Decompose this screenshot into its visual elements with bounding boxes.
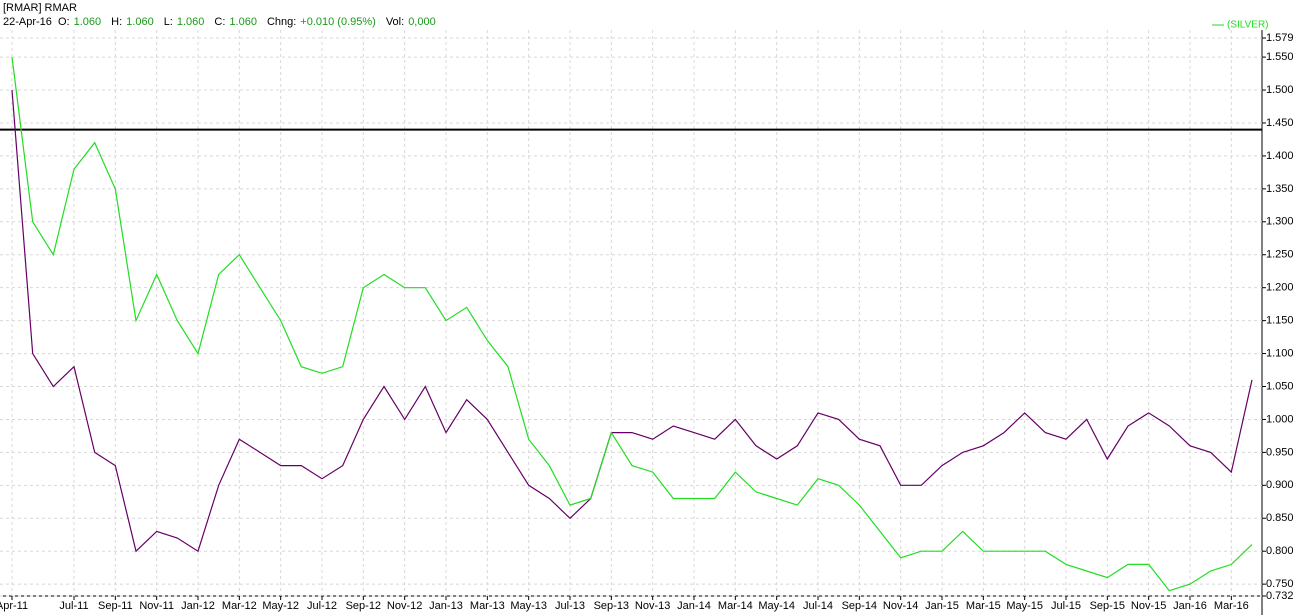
y-tick-label: 0.750: [1266, 578, 1294, 590]
y-tick-label: 0.950: [1266, 446, 1294, 458]
x-tick-label: Jan-14: [677, 600, 711, 612]
y-tick-label: 0.850: [1266, 512, 1294, 524]
x-tick-label: Nov-15: [1131, 600, 1166, 612]
header-key: Vol:: [386, 16, 404, 28]
x-tick-label: Mar-13: [470, 600, 505, 612]
header-key: C:: [214, 16, 225, 28]
y-tick-label: 1.550: [1266, 51, 1294, 63]
header-value: +0.010 (0.95%): [300, 16, 376, 28]
y-tick-label: 1.579: [1266, 32, 1294, 44]
y-tick-label: 0.800: [1266, 545, 1294, 557]
header-fields: O: 1.060 H: 1.060 L: 1.060 C: 1.060 Chng: +0.010 …: [58, 16, 436, 28]
x-tick-label: Nov-11: [139, 600, 174, 612]
y-tick-label: 1.500: [1266, 84, 1294, 96]
x-tick-label: Jul-14: [803, 600, 833, 612]
y-tick-label: 1.250: [1266, 249, 1294, 261]
header-value: 1.060: [74, 16, 102, 28]
x-tick-label: Nov-14: [883, 600, 918, 612]
x-tick-label: May-12: [262, 600, 299, 612]
x-tick-label: Sep-13: [594, 600, 629, 612]
x-tick-label: Sep-15: [1090, 600, 1125, 612]
y-tick-label: 1.000: [1266, 413, 1294, 425]
y-tick-label: 0.900: [1266, 479, 1294, 491]
x-tick-label: Jul-12: [307, 600, 337, 612]
x-tick-label: Nov-12: [387, 600, 422, 612]
y-tick-label: 1.300: [1266, 216, 1294, 228]
header-date: 22-Apr-16: [3, 16, 52, 28]
y-tick-label: 1.050: [1266, 380, 1294, 392]
y-tick-label: 1.200: [1266, 282, 1294, 294]
x-tick-label: Jan-15: [925, 600, 959, 612]
y-tick-label: 1.100: [1266, 347, 1294, 359]
x-tick-label: Jul-15: [1051, 600, 1081, 612]
x-tick-label: Sep-11: [98, 600, 133, 612]
x-tick-label: Mar-15: [966, 600, 1001, 612]
header-key: H:: [111, 16, 122, 28]
x-tick-label: May-14: [758, 600, 795, 612]
x-tick-label: Nov-13: [635, 600, 670, 612]
y-tick-label: 1.400: [1266, 150, 1294, 162]
header-value: 0,000: [408, 16, 436, 28]
series-line: [11, 89, 1253, 553]
legend-label: (SILVER): [1227, 20, 1269, 31]
header-value: 1.060: [229, 16, 257, 28]
x-tick-label: Mar-12: [222, 600, 257, 612]
x-tick-label: May-15: [1006, 600, 1043, 612]
y-tick-label: 1.150: [1266, 315, 1294, 327]
x-tick-label: Jan-13: [429, 600, 463, 612]
y-tick-label: 1.350: [1266, 183, 1294, 195]
series-line: [11, 57, 1253, 592]
x-tick-label: Jul-13: [555, 600, 585, 612]
chart-title: [RMAR] RMAR: [3, 2, 77, 14]
y-tick-label: 0.732: [1266, 590, 1294, 602]
x-tick-label: Jan-16: [1173, 600, 1207, 612]
y-tick-label: 1.450: [1266, 117, 1294, 129]
x-tick-label: Mar-16: [1214, 600, 1249, 612]
x-tick-label: May-13: [510, 600, 547, 612]
x-tick-label: Sep-14: [842, 600, 877, 612]
x-tick-label: Apr-11: [0, 600, 28, 612]
header-value: 1.060: [126, 16, 154, 28]
header-key: L:: [164, 16, 173, 28]
header-value: 1.060: [177, 16, 205, 28]
header-key: O:: [58, 16, 70, 28]
header-key: Chng:: [267, 16, 296, 28]
x-tick-label: Jan-12: [181, 600, 215, 612]
x-tick-label: Sep-12: [346, 600, 381, 612]
x-tick-label: Mar-14: [718, 600, 753, 612]
x-tick-label: Jul-11: [59, 600, 88, 612]
